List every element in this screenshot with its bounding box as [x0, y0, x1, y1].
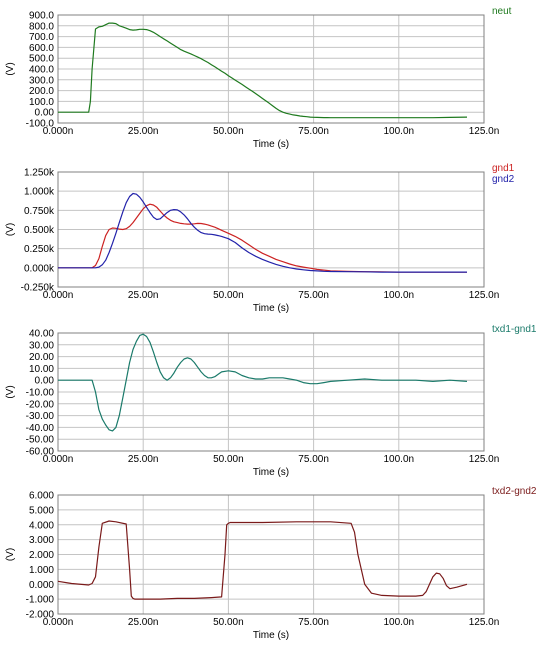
chart-2-y-tick-label: 1.250k — [24, 168, 55, 179]
chart-3-x-axis-label: Time (s) — [253, 467, 289, 478]
chart-4-y-tick-label: 0.000 — [29, 580, 54, 591]
chart-4-legend-txd2-gnd2: txd2-gnd2 — [492, 486, 537, 497]
chart-3-x-tick-label: 0.000n — [43, 454, 74, 465]
chart-4-y-tick-label: 5.000 — [29, 505, 54, 516]
chart-1-y-tick-label: 600.0 — [29, 43, 54, 54]
chart-4-x-tick-label: 100.0n — [384, 617, 415, 628]
chart-1-y-tick-label: 900.0 — [29, 11, 54, 22]
chart-3-y-tick-label: -60.00 — [26, 447, 55, 458]
chart-4-x-tick-label: 25.00n — [128, 617, 159, 628]
chart-3-legend-txd1-gnd1: txd1-gnd1 — [492, 324, 537, 335]
chart-2-y-tick-label: 1.000k — [24, 187, 55, 198]
chart-3-y-tick-label: -20.00 — [26, 399, 55, 410]
chart-1-y-tick-label: 0.00 — [35, 108, 55, 119]
chart-2-x-tick-label: 0.000n — [43, 290, 74, 301]
chart-4-frame — [57, 494, 485, 615]
chart-4-y-tick-label: 1.000 — [29, 565, 54, 576]
chart-2-series-gnd2-line — [58, 192, 467, 273]
chart-2-series-gnd1-line — [58, 203, 467, 273]
chart-1-x-tick-label: 100.0n — [384, 126, 415, 137]
chart-2-legend-gnd1: gnd1 — [492, 163, 515, 174]
chart-3-y-tick-label: 40.00 — [29, 329, 54, 340]
chart-3-x-tick-label: 25.00n — [128, 454, 159, 465]
chart-4-series-txd2-gnd2-line — [57, 520, 468, 600]
chart-1-x-tick-label: 0.000n — [43, 126, 74, 137]
chart-2-x-tick-label: 125.0n — [469, 290, 500, 301]
chart-4-y-axis-label: (V) — [5, 548, 16, 561]
chart-1-legend-neut: neut — [492, 6, 512, 17]
chart-1-x-tick-label: 125.0n — [469, 126, 500, 137]
chart-3-y-tick-label: -30.00 — [26, 411, 55, 422]
chart-3-frame — [57, 332, 485, 452]
chart-2-x-tick-label: 50.00n — [213, 290, 244, 301]
chart-3-x-tick-label: 75.00n — [298, 454, 329, 465]
chart-2-x-tick-label: 75.00n — [298, 290, 329, 301]
chart-4-x-tick-label: 0.000n — [43, 617, 74, 628]
chart-3-y-tick-label: 10.00 — [29, 364, 54, 375]
chart-1-y-tick-label: 500.0 — [29, 54, 54, 65]
chart-3-y-tick-label: 0.00 — [35, 376, 55, 387]
chart-3-x-tick-label: 100.0n — [384, 454, 415, 465]
chart-4-x-axis-label: Time (s) — [253, 630, 289, 641]
chart-3-series-txd1-gnd1-line — [58, 333, 468, 432]
chart-2-y-tick-label: 0.250k — [24, 244, 55, 255]
chart-2-y-tick-label: 0.750k — [24, 206, 55, 217]
chart-3-x-tick-label: 50.00n — [213, 454, 244, 465]
chart-1-y-tick-label: 200.0 — [29, 86, 54, 97]
chart-2-y-tick-label: 0.000k — [24, 263, 55, 274]
chart-1-x-tick-label: 25.00n — [128, 126, 159, 137]
chart-1-y-tick-label: 100.0 — [29, 97, 54, 108]
chart-4-y-tick-label: -1.000 — [26, 595, 55, 606]
chart-2-y-tick-label: 0.500k — [24, 225, 55, 236]
chart-1-x-tick-label: 75.00n — [298, 126, 329, 137]
chart-1-x-axis-label: Time (s) — [253, 139, 289, 150]
chart-3-y-tick-label: -10.00 — [26, 388, 55, 399]
chart-2-x-axis-label: Time (s) — [253, 303, 289, 314]
chart-1-y-axis-label: (V) — [5, 62, 16, 75]
chart-1-y-tick-label: 300.0 — [29, 75, 54, 86]
chart-2-x-tick-label: 25.00n — [128, 290, 159, 301]
chart-2-legend-gnd2: gnd2 — [492, 174, 515, 185]
chart-3-y-tick-label: -40.00 — [26, 423, 55, 434]
chart-2-y-axis-label: (V) — [5, 223, 16, 236]
chart-3-y-axis-label: (V) — [5, 385, 16, 398]
chart-4-y-tick-label: 4.000 — [29, 520, 54, 531]
chart-1-y-tick-label: 700.0 — [29, 32, 54, 43]
chart-3-y-tick-label: 20.00 — [29, 352, 54, 363]
chart-4-x-tick-label: 75.00n — [298, 617, 329, 628]
chart-2-y-tick-label: -0.250k — [21, 283, 55, 294]
chart-1-y-tick-label: -100.0 — [26, 119, 55, 130]
chart-3-y-tick-label: -50.00 — [26, 435, 55, 446]
chart-4-y-tick-label: 6.000 — [29, 491, 54, 502]
chart-1-x-tick-label: 50.00n — [213, 126, 244, 137]
chart-3-y-tick-label: 30.00 — [29, 340, 54, 351]
chart-1-y-tick-label: 800.0 — [29, 21, 54, 32]
chart-4-y-tick-label: -2.000 — [26, 610, 55, 621]
chart-4-x-tick-label: 125.0n — [469, 617, 500, 628]
chart-4-y-tick-label: 2.000 — [29, 550, 54, 561]
chart-4-y-tick-label: 3.000 — [29, 535, 54, 546]
chart-1-series-neut-line — [58, 22, 468, 119]
chart-4-x-tick-label: 50.00n — [213, 617, 244, 628]
chart-2-frame — [57, 171, 485, 288]
chart-3-x-tick-label: 125.0n — [469, 454, 500, 465]
chart-1-frame — [57, 14, 485, 124]
chart-1-y-tick-label: 400.0 — [29, 65, 54, 76]
chart-2-x-tick-label: 100.0n — [384, 290, 415, 301]
